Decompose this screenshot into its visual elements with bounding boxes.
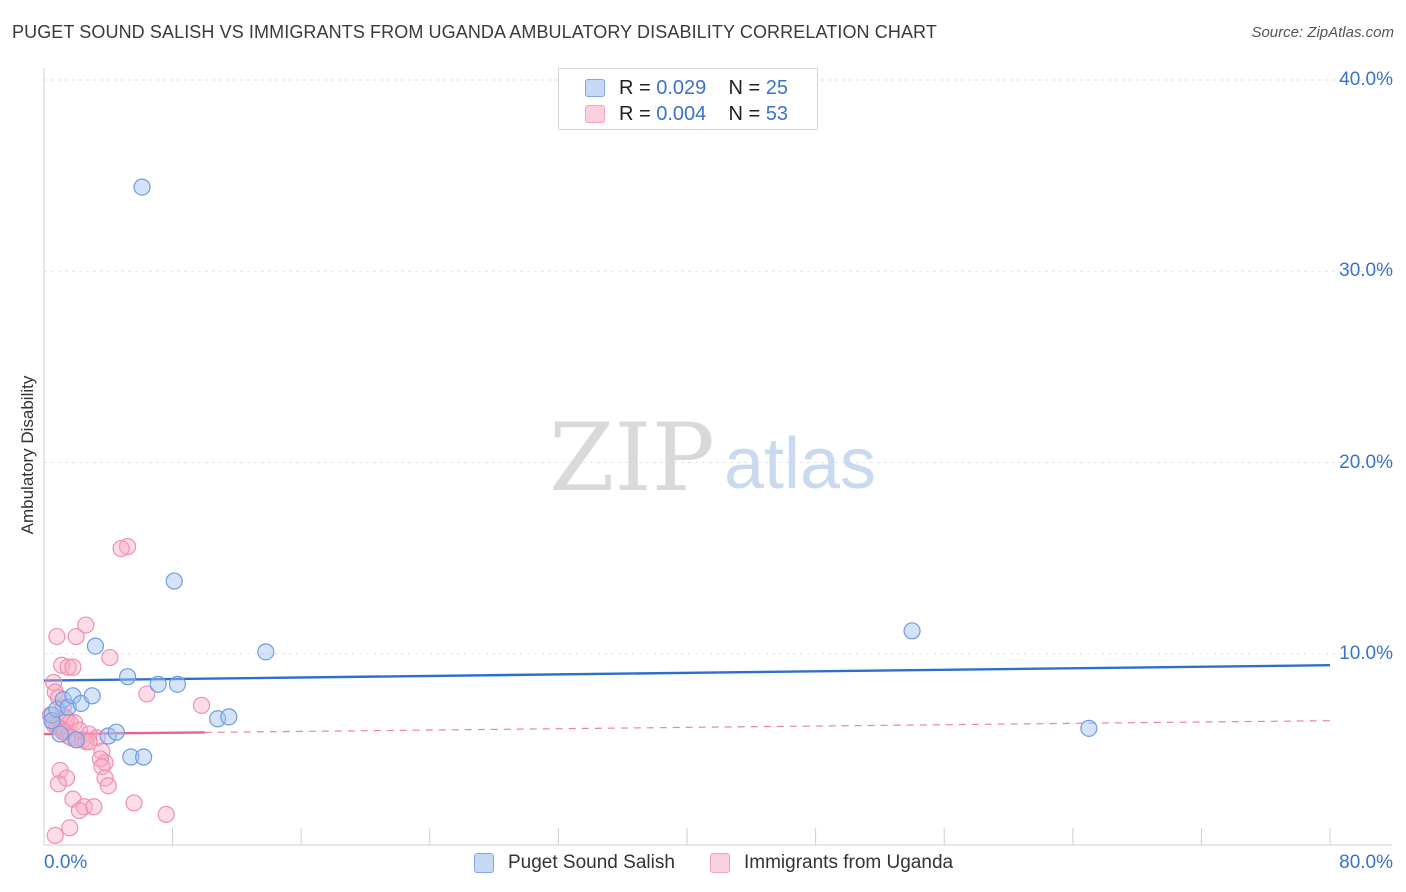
watermark-atlas: atlas [724,424,876,504]
point-puget [83,687,101,705]
legend-swatch-puget [585,79,605,97]
point-puget [67,731,85,749]
bottom-legend-swatch-uganda [710,853,730,873]
point-uganda [80,733,98,751]
chart-title: PUGET SOUND SALISH VS IMMIGRANTS FROM UG… [12,22,937,42]
point-uganda [49,775,68,793]
watermark: ZIP atlas [549,404,876,513]
watermark-zip: ZIP [549,404,715,513]
point-uganda [157,805,175,824]
bottom-legend-label-uganda: Immigrants from Uganda [744,852,954,873]
y-tick-label: 40.0% [1339,69,1393,90]
point-uganda [64,658,82,676]
y-tick-label: 20.0% [1339,451,1393,473]
x-tick-min: 0.0% [44,852,88,873]
grid [44,79,1392,655]
point-uganda [138,685,156,703]
y-tick-label: 10.0% [1339,642,1393,664]
x-tick-max: 80.0% [1339,852,1393,873]
point-puget [257,643,275,661]
point-uganda [192,696,211,714]
point-puget [86,637,105,655]
point-uganda [59,658,77,676]
point-uganda [99,777,117,795]
data-points [41,178,1098,845]
point-uganda [46,826,64,845]
correlation-legend: R = 0.029 N = 25 R = 0.004 N = 53 [558,68,818,130]
point-puget [99,727,117,745]
point-puget [1080,719,1098,737]
point-puget [107,723,125,741]
source-label: Source: ZipAtlas.com [1251,24,1394,41]
y-tick-label: 30.0% [1339,260,1393,282]
point-uganda [61,819,79,837]
trend-line-puget [43,664,1331,682]
point-puget [135,748,153,766]
point-puget [903,622,921,640]
point-uganda [48,627,66,646]
point-uganda [77,616,95,634]
trend-line-uganda-dashed [204,720,1331,734]
point-puget [168,675,187,693]
point-puget [165,572,183,590]
point-uganda [85,798,103,816]
legend-text-uganda: R = 0.004 N = 53 [619,103,789,125]
point-puget [51,725,69,743]
bottom-legend-swatch-puget [474,853,494,873]
point-puget [118,668,137,686]
trend-lines [43,664,1331,736]
axes [43,68,1392,846]
point-uganda [125,794,143,812]
bottom-legend-label-puget: Puget Sound Salish [508,852,675,873]
point-puget [149,675,167,693]
point-uganda [101,648,119,667]
legend-swatch-uganda [585,105,605,123]
point-uganda [70,801,88,820]
point-uganda [112,539,130,558]
point-puget [122,748,140,766]
point-puget [220,708,238,726]
legend-text-puget: R = 0.029 N = 25 [619,77,789,99]
point-uganda [67,627,85,646]
point-puget [133,178,151,196]
point-uganda [118,538,137,556]
